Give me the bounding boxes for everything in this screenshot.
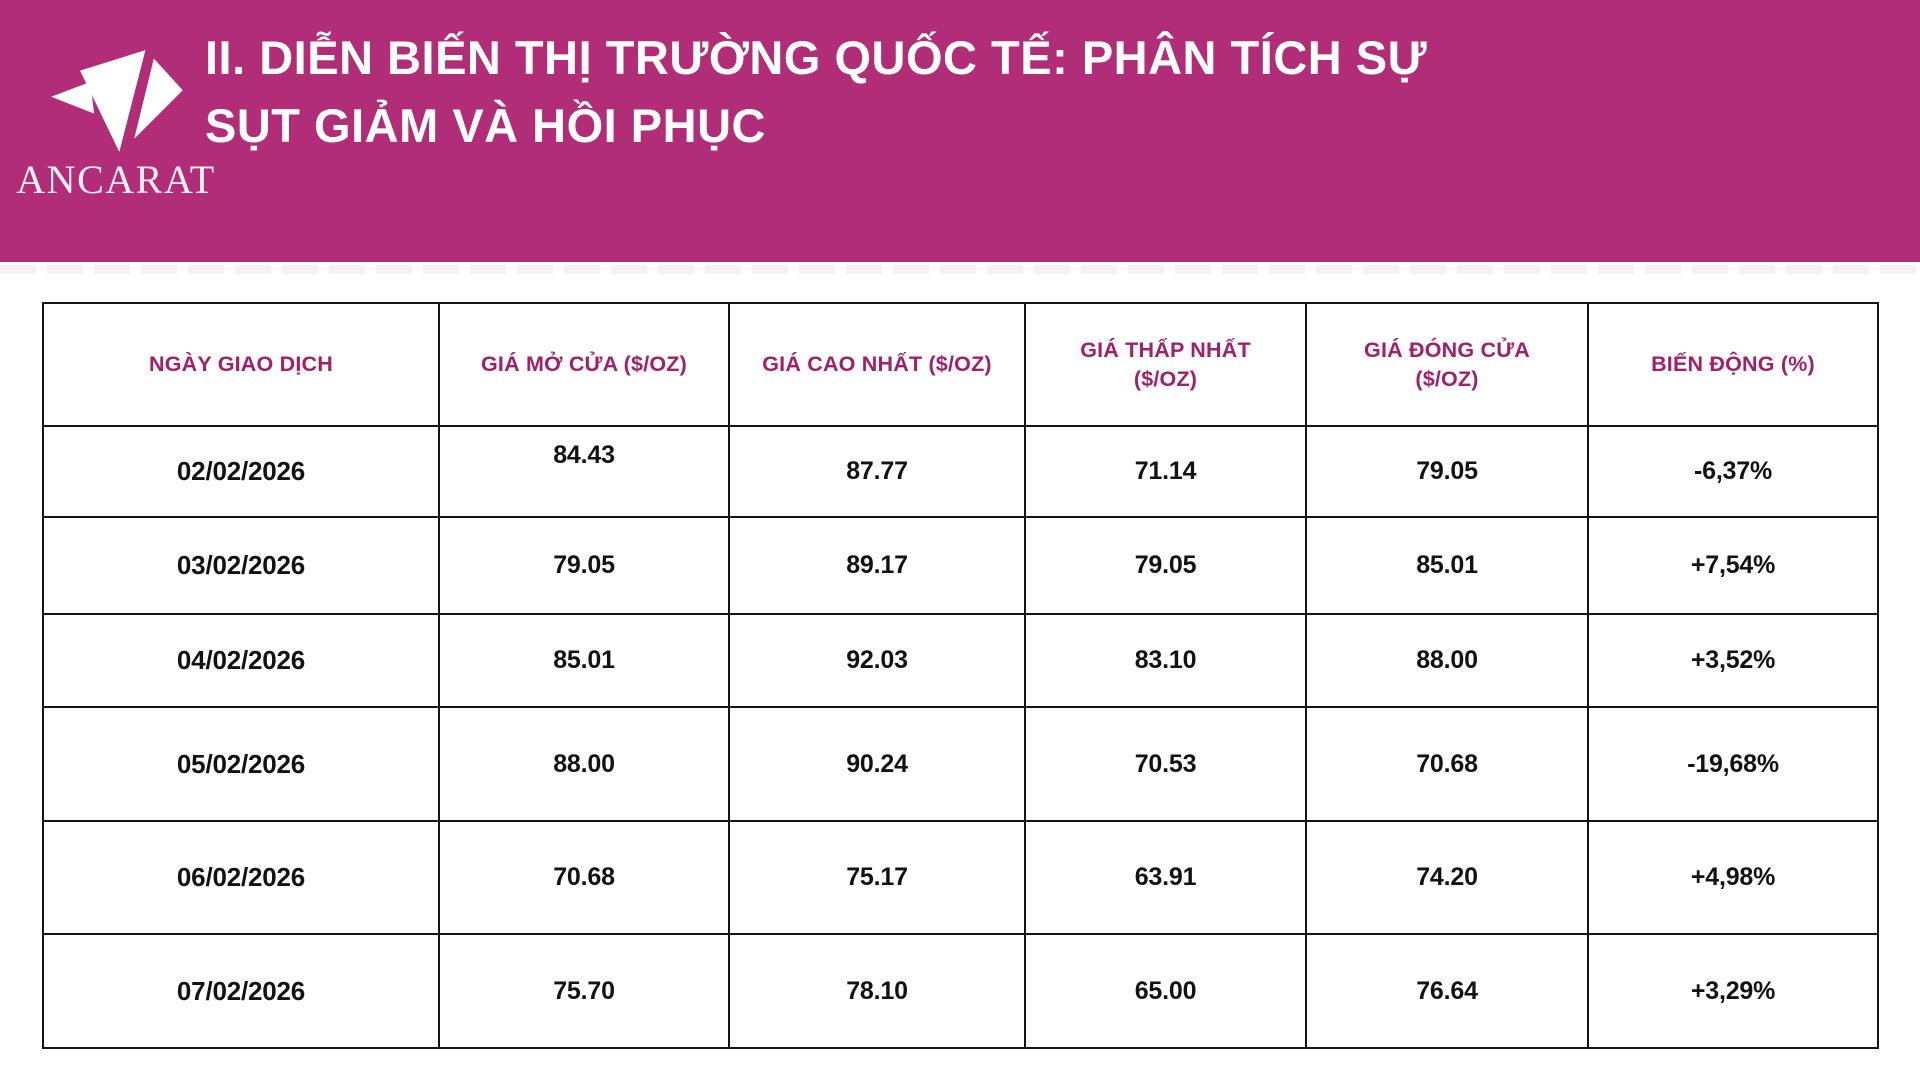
- cell-date: 06/02/2026: [42, 820, 440, 935]
- header-row: NGÀY GIAO DỊCH GIÁ MỞ CỬA ($/OZ) GIÁ CAO…: [42, 302, 1879, 427]
- cell-high: 89.17: [728, 516, 1026, 615]
- table-header: NGÀY GIAO DỊCH GIÁ MỞ CỬA ($/OZ) GIÁ CAO…: [42, 302, 1879, 427]
- cell-low: 79.05: [1024, 516, 1307, 615]
- table-row: 02/02/2026 84.43 87.77 71.14 79.05 -6,37…: [42, 425, 1879, 518]
- page-title-line1: II. DIỄN BIẾN THỊ TRƯỜNG QUỐC TẾ: PHÂN T…: [205, 31, 1428, 84]
- table-row: 06/02/2026 70.68 75.17 63.91 74.20 +4,98…: [42, 820, 1879, 935]
- cell-change: +3,52%: [1587, 613, 1879, 708]
- table-row: 03/02/2026 79.05 89.17 79.05 85.01 +7,54…: [42, 516, 1879, 615]
- cell-open: 75.70: [438, 933, 730, 1049]
- cell-change: -19,68%: [1587, 706, 1879, 822]
- cell-date: 03/02/2026: [42, 516, 440, 615]
- cell-close: 70.68: [1305, 706, 1589, 822]
- cell-open: 84.43: [438, 425, 730, 518]
- cell-change: +7,54%: [1587, 516, 1879, 615]
- table-row: 05/02/2026 88.00 90.24 70.53 70.68 -19,6…: [42, 706, 1879, 822]
- cell-open: 88.00: [438, 706, 730, 822]
- cell-open: 85.01: [438, 613, 730, 708]
- cell-change: +4,98%: [1587, 820, 1879, 935]
- header-banner: ANCARAT II. DIỄN BIẾN THỊ TRƯỜNG QUỐC TẾ…: [0, 0, 1920, 262]
- cell-date: 04/02/2026: [42, 613, 440, 708]
- table-body: 02/02/2026 84.43 87.77 71.14 79.05 -6,37…: [42, 425, 1879, 1049]
- col-header-close: GIÁ ĐÓNG CỬA ($/OZ): [1305, 302, 1589, 427]
- logo-wordmark: ANCARAT: [16, 157, 216, 202]
- cell-low: 83.10: [1024, 613, 1307, 708]
- price-table: NGÀY GIAO DỊCH GIÁ MỞ CỬA ($/OZ) GIÁ CAO…: [42, 302, 1879, 1049]
- cell-open: 79.05: [438, 516, 730, 615]
- cell-close: 85.01: [1305, 516, 1589, 615]
- cell-close: 76.64: [1305, 933, 1589, 1049]
- page-title-line2: SỤT GIẢM VÀ HỒI PHỤC: [205, 99, 766, 152]
- col-header-high: GIÁ CAO NHẤT ($/OZ): [728, 302, 1026, 427]
- cell-high: 90.24: [728, 706, 1026, 822]
- diamond-icon: [50, 50, 183, 152]
- cell-open: 70.68: [438, 820, 730, 935]
- table-row: 07/02/2026 75.70 78.10 65.00 76.64 +3,29…: [42, 933, 1879, 1049]
- cell-change: +3,29%: [1587, 933, 1879, 1049]
- cell-date: 02/02/2026: [42, 425, 440, 518]
- cell-close: 88.00: [1305, 613, 1589, 708]
- cell-low: 65.00: [1024, 933, 1307, 1049]
- cell-close: 79.05: [1305, 425, 1589, 518]
- col-header-date: NGÀY GIAO DỊCH: [42, 302, 440, 427]
- banner-bottom-divider: [0, 265, 1920, 274]
- table-row: 04/02/2026 85.01 92.03 83.10 88.00 +3,52…: [42, 613, 1879, 708]
- cell-high: 92.03: [728, 613, 1026, 708]
- col-header-low: GIÁ THẤP NHẤT ($/OZ): [1024, 302, 1307, 427]
- ancarat-logo: ANCARAT: [16, 24, 216, 203]
- cell-high: 78.10: [728, 933, 1026, 1049]
- cell-low: 63.91: [1024, 820, 1307, 935]
- cell-high: 87.77: [728, 425, 1026, 518]
- page-title: II. DIỄN BIẾN THỊ TRƯỜNG QUỐC TẾ: PHÂN T…: [205, 24, 1427, 160]
- cell-low: 71.14: [1024, 425, 1307, 518]
- col-header-change: BIẾN ĐỘNG (%): [1587, 302, 1879, 427]
- cell-close: 74.20: [1305, 820, 1589, 935]
- cell-low: 70.53: [1024, 706, 1307, 822]
- cell-change: -6,37%: [1587, 425, 1879, 518]
- cell-date: 07/02/2026: [42, 933, 440, 1049]
- cell-date: 05/02/2026: [42, 706, 440, 822]
- col-header-open: GIÁ MỞ CỬA ($/OZ): [438, 302, 730, 427]
- cell-high: 75.17: [728, 820, 1026, 935]
